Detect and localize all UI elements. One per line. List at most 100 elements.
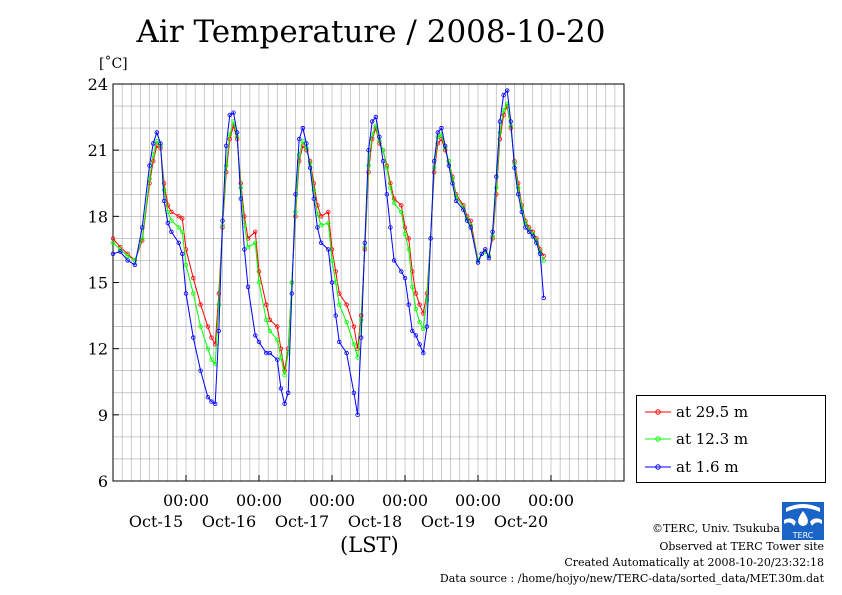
data-point	[242, 247, 247, 252]
data-point	[497, 119, 503, 124]
legend-marker-29-5m	[645, 409, 671, 415]
data-point	[216, 302, 221, 307]
data-point	[512, 165, 517, 170]
data-point	[256, 280, 262, 285]
data-point	[537, 251, 543, 256]
data-point	[282, 401, 287, 406]
data-point	[366, 147, 371, 153]
data-point	[315, 225, 320, 230]
data-point	[355, 412, 360, 417]
data-point	[453, 198, 459, 204]
data-point	[275, 324, 280, 329]
data-point	[209, 335, 214, 340]
data-point	[209, 399, 214, 404]
data-point	[282, 372, 287, 378]
data-point	[534, 240, 539, 245]
data-point	[497, 130, 503, 135]
data-point	[516, 185, 521, 190]
data-point	[519, 209, 524, 215]
data-point	[483, 247, 488, 252]
credit-created: Created Automatically at 2008-10-20/23:3…	[564, 556, 824, 569]
chart-legend: at 29.5 m at 12.3 m at 1.6 m	[636, 395, 826, 483]
data-point	[253, 333, 258, 338]
data-point	[245, 244, 251, 250]
data-point	[125, 253, 130, 259]
data-point	[384, 165, 389, 170]
x-tick-date: Oct-19	[421, 512, 475, 531]
data-point	[110, 240, 116, 245]
data-point	[344, 350, 349, 356]
data-point	[402, 225, 408, 230]
data-point	[450, 181, 455, 186]
data-point	[333, 313, 338, 318]
data-point	[118, 249, 123, 254]
data-point	[402, 275, 408, 281]
data-point	[450, 176, 455, 181]
y-tick-label: 6	[98, 472, 108, 491]
data-point	[307, 165, 313, 170]
legend-marker-12-3m	[645, 436, 671, 442]
data-point	[388, 225, 393, 230]
data-point	[494, 185, 499, 190]
data-point	[311, 187, 316, 193]
data-point	[410, 328, 415, 334]
data-point	[337, 302, 342, 307]
data-point	[267, 328, 273, 334]
data-point	[132, 258, 138, 263]
data-point	[165, 203, 170, 208]
data-point	[297, 136, 302, 142]
data-point	[475, 260, 481, 265]
data-point	[464, 218, 470, 223]
data-point	[402, 231, 408, 237]
legend-entry-12-3m: at 12.3 m	[645, 429, 748, 449]
data-point	[150, 141, 156, 146]
data-point	[212, 401, 218, 406]
data-point	[516, 192, 521, 197]
data-point	[231, 110, 236, 115]
legend-label-1-6m: at 1.6 m	[676, 458, 739, 476]
data-point	[391, 196, 397, 201]
x-tick-time: 00:00	[163, 491, 209, 510]
data-point	[479, 251, 484, 256]
data-point	[453, 194, 459, 199]
data-point	[413, 291, 419, 296]
data-point	[267, 350, 273, 356]
data-point	[180, 216, 185, 221]
data-point	[125, 258, 130, 263]
credit-site: Observed at TERC Tower site	[659, 540, 824, 553]
data-point	[150, 158, 156, 164]
data-point	[523, 225, 528, 230]
data-point	[399, 209, 404, 215]
data-point	[417, 320, 422, 325]
data-point	[253, 229, 258, 234]
data-point	[501, 92, 506, 98]
x-tick-date: Oct-15	[129, 512, 183, 531]
data-point	[154, 139, 159, 144]
y-axis-unit: [˚C]	[99, 56, 128, 72]
data-point	[198, 302, 203, 307]
data-point	[304, 141, 309, 146]
credit-copyright: ©TERC, Univ. Tsukuba	[651, 522, 780, 535]
data-point	[293, 209, 298, 215]
data-point	[234, 130, 240, 135]
data-point	[264, 317, 269, 323]
terc-logo-icon: TERC	[782, 502, 824, 540]
data-point	[223, 163, 229, 168]
data-point	[238, 185, 243, 190]
data-point	[399, 269, 404, 274]
data-point	[355, 355, 360, 360]
data-point	[176, 225, 181, 230]
data-point	[541, 258, 546, 263]
data-point	[329, 280, 335, 285]
x-tick-time: 00:00	[309, 491, 355, 510]
data-point	[227, 132, 232, 137]
x-tick-date: Oct-16	[202, 512, 256, 531]
data-point	[344, 320, 349, 325]
data-point	[377, 134, 382, 140]
data-point	[183, 262, 189, 268]
x-tick-date: Oct-17	[275, 512, 329, 531]
data-point	[180, 229, 185, 234]
data-point	[198, 324, 203, 329]
data-point	[355, 346, 360, 351]
logo-text: TERC	[792, 531, 814, 540]
